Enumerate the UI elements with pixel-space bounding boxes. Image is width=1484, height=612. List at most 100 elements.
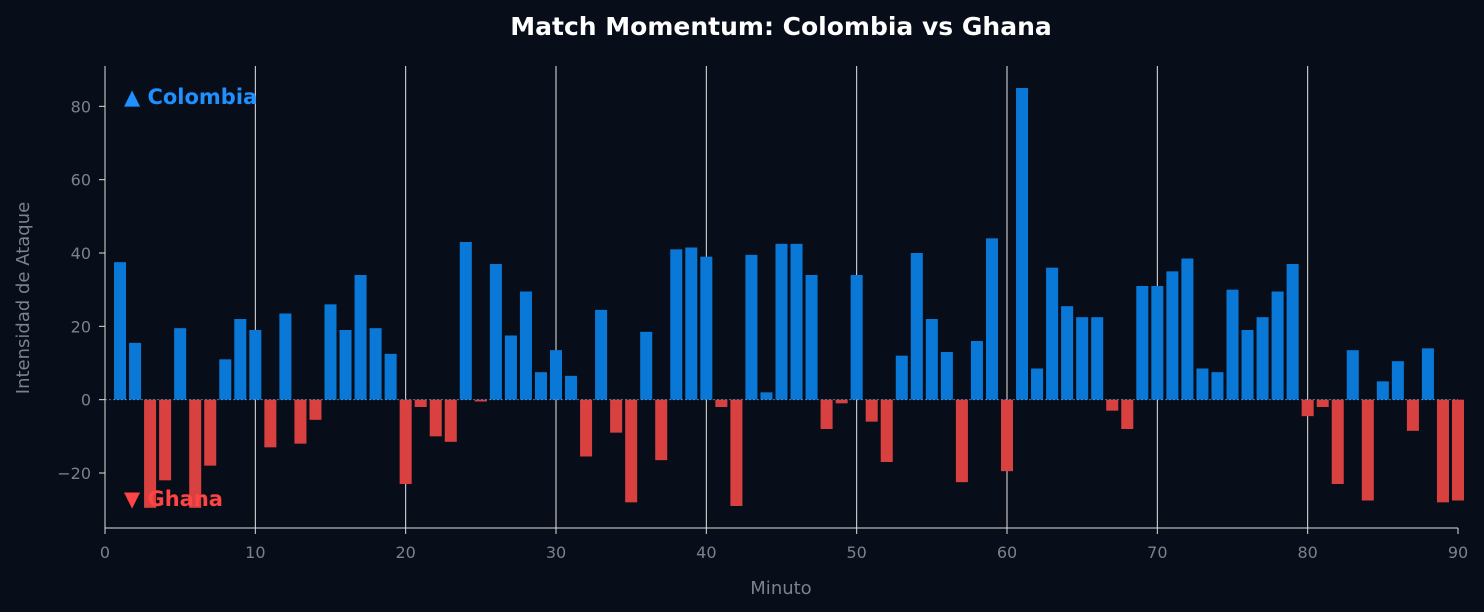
bar-ghana	[655, 399, 668, 461]
x-tick-label: 70	[1147, 543, 1167, 562]
x-tick-label: 80	[1297, 543, 1317, 562]
bar-colombia	[850, 275, 863, 400]
bar-ghana	[1301, 399, 1314, 417]
x-tick-label: 60	[997, 543, 1017, 562]
bar-ghana	[1451, 399, 1465, 501]
bar-colombia	[1061, 306, 1074, 400]
x-tick-label: 30	[546, 543, 566, 562]
bar-ghana	[159, 399, 172, 481]
bar-ghana	[835, 399, 848, 404]
bar-colombia	[1151, 286, 1164, 400]
bar-colombia	[805, 275, 818, 400]
bar-colombia	[1076, 317, 1089, 400]
legend-colombia: ▲ Colombia	[124, 85, 257, 109]
bar-colombia	[369, 328, 382, 400]
bar-colombia	[1166, 271, 1179, 400]
bar-colombia	[1391, 361, 1404, 400]
bar-colombia	[339, 330, 352, 400]
bar-ghana	[865, 399, 878, 422]
bar-colombia	[504, 335, 517, 400]
bar-colombia	[129, 342, 142, 400]
y-tick-label: 20	[71, 317, 91, 336]
bar-ghana	[715, 399, 728, 407]
bar-colombia	[1091, 317, 1104, 400]
bar-colombia	[775, 243, 788, 400]
bar-colombia	[489, 264, 502, 400]
bar-colombia	[1181, 258, 1194, 400]
bar-colombia	[1046, 267, 1059, 400]
y-tick-label: 60	[71, 171, 91, 190]
bar-ghana	[204, 399, 217, 466]
bar-colombia	[910, 253, 923, 400]
bar-ghana	[730, 399, 743, 506]
bar-colombia	[565, 375, 578, 400]
y-tick-label: 0	[81, 391, 91, 410]
bar-ghana	[309, 399, 322, 420]
bar-colombia	[324, 304, 337, 400]
bar-ghana	[429, 399, 442, 437]
x-tick-label: 10	[245, 543, 265, 562]
x-axis-label: Minuto	[750, 578, 811, 599]
bar-ghana	[1361, 399, 1374, 501]
legend-ghana: ▼ Ghana	[124, 487, 223, 511]
bar-colombia	[174, 328, 187, 400]
bar-colombia	[1346, 350, 1359, 400]
bar-colombia	[1376, 381, 1389, 400]
bar-colombia	[114, 262, 127, 400]
x-tick-label: 40	[696, 543, 716, 562]
bar-ghana	[1436, 399, 1449, 503]
bar-colombia	[595, 309, 608, 400]
bars-group	[114, 88, 1465, 508]
y-tick-label: 80	[71, 97, 91, 116]
bar-colombia	[354, 275, 367, 400]
bar-colombia	[1226, 289, 1239, 400]
y-axis-label: Intensidad de Ataque	[13, 202, 34, 394]
bar-colombia	[895, 355, 908, 400]
bar-colombia	[970, 341, 983, 400]
bar-colombia	[1211, 372, 1224, 400]
x-tick-label: 90	[1448, 543, 1468, 562]
bar-ghana	[189, 399, 202, 508]
x-tick-label: 50	[846, 543, 866, 562]
bar-ghana	[264, 399, 277, 448]
y-tick-label: −20	[57, 464, 91, 483]
bar-colombia	[1286, 264, 1299, 400]
bar-ghana	[1316, 399, 1329, 407]
bar-colombia	[790, 243, 803, 400]
chart-title: Match Momentum: Colombia vs Ghana	[510, 12, 1051, 41]
bar-colombia	[1031, 368, 1044, 400]
bar-colombia	[700, 256, 713, 400]
bar-ghana	[144, 399, 157, 508]
bar-colombia	[640, 331, 653, 400]
bar-colombia	[1256, 317, 1269, 400]
bar-colombia	[925, 319, 938, 400]
bar-colombia	[279, 313, 292, 400]
bar-ghana	[414, 399, 427, 407]
bar-colombia	[234, 319, 247, 400]
bar-colombia	[1196, 368, 1209, 400]
bar-ghana	[955, 399, 968, 483]
bar-ghana	[1406, 399, 1419, 431]
bar-colombia	[459, 242, 472, 400]
bar-ghana	[1121, 399, 1134, 429]
bar-colombia	[985, 238, 998, 400]
bar-colombia	[249, 330, 262, 400]
bar-ghana	[1000, 399, 1014, 472]
bar-ghana	[1331, 399, 1344, 484]
bar-ghana	[880, 399, 893, 462]
bar-colombia	[1421, 348, 1434, 400]
bar-colombia	[1241, 330, 1254, 400]
bar-colombia	[549, 350, 563, 400]
bar-ghana	[1106, 399, 1119, 411]
axes: 0 10 20 30 40 50 60 70 80 90 −20 0 20 40 60 80	[57, 66, 1468, 562]
x-tick-label: 20	[395, 543, 415, 562]
bar-ghana	[625, 399, 638, 503]
bar-colombia	[534, 372, 547, 400]
bar-colombia	[1136, 286, 1149, 400]
bar-colombia	[219, 359, 232, 400]
bar-colombia	[1271, 291, 1284, 400]
bar-colombia	[670, 249, 683, 400]
bar-ghana	[820, 399, 833, 429]
bar-colombia	[760, 392, 773, 400]
